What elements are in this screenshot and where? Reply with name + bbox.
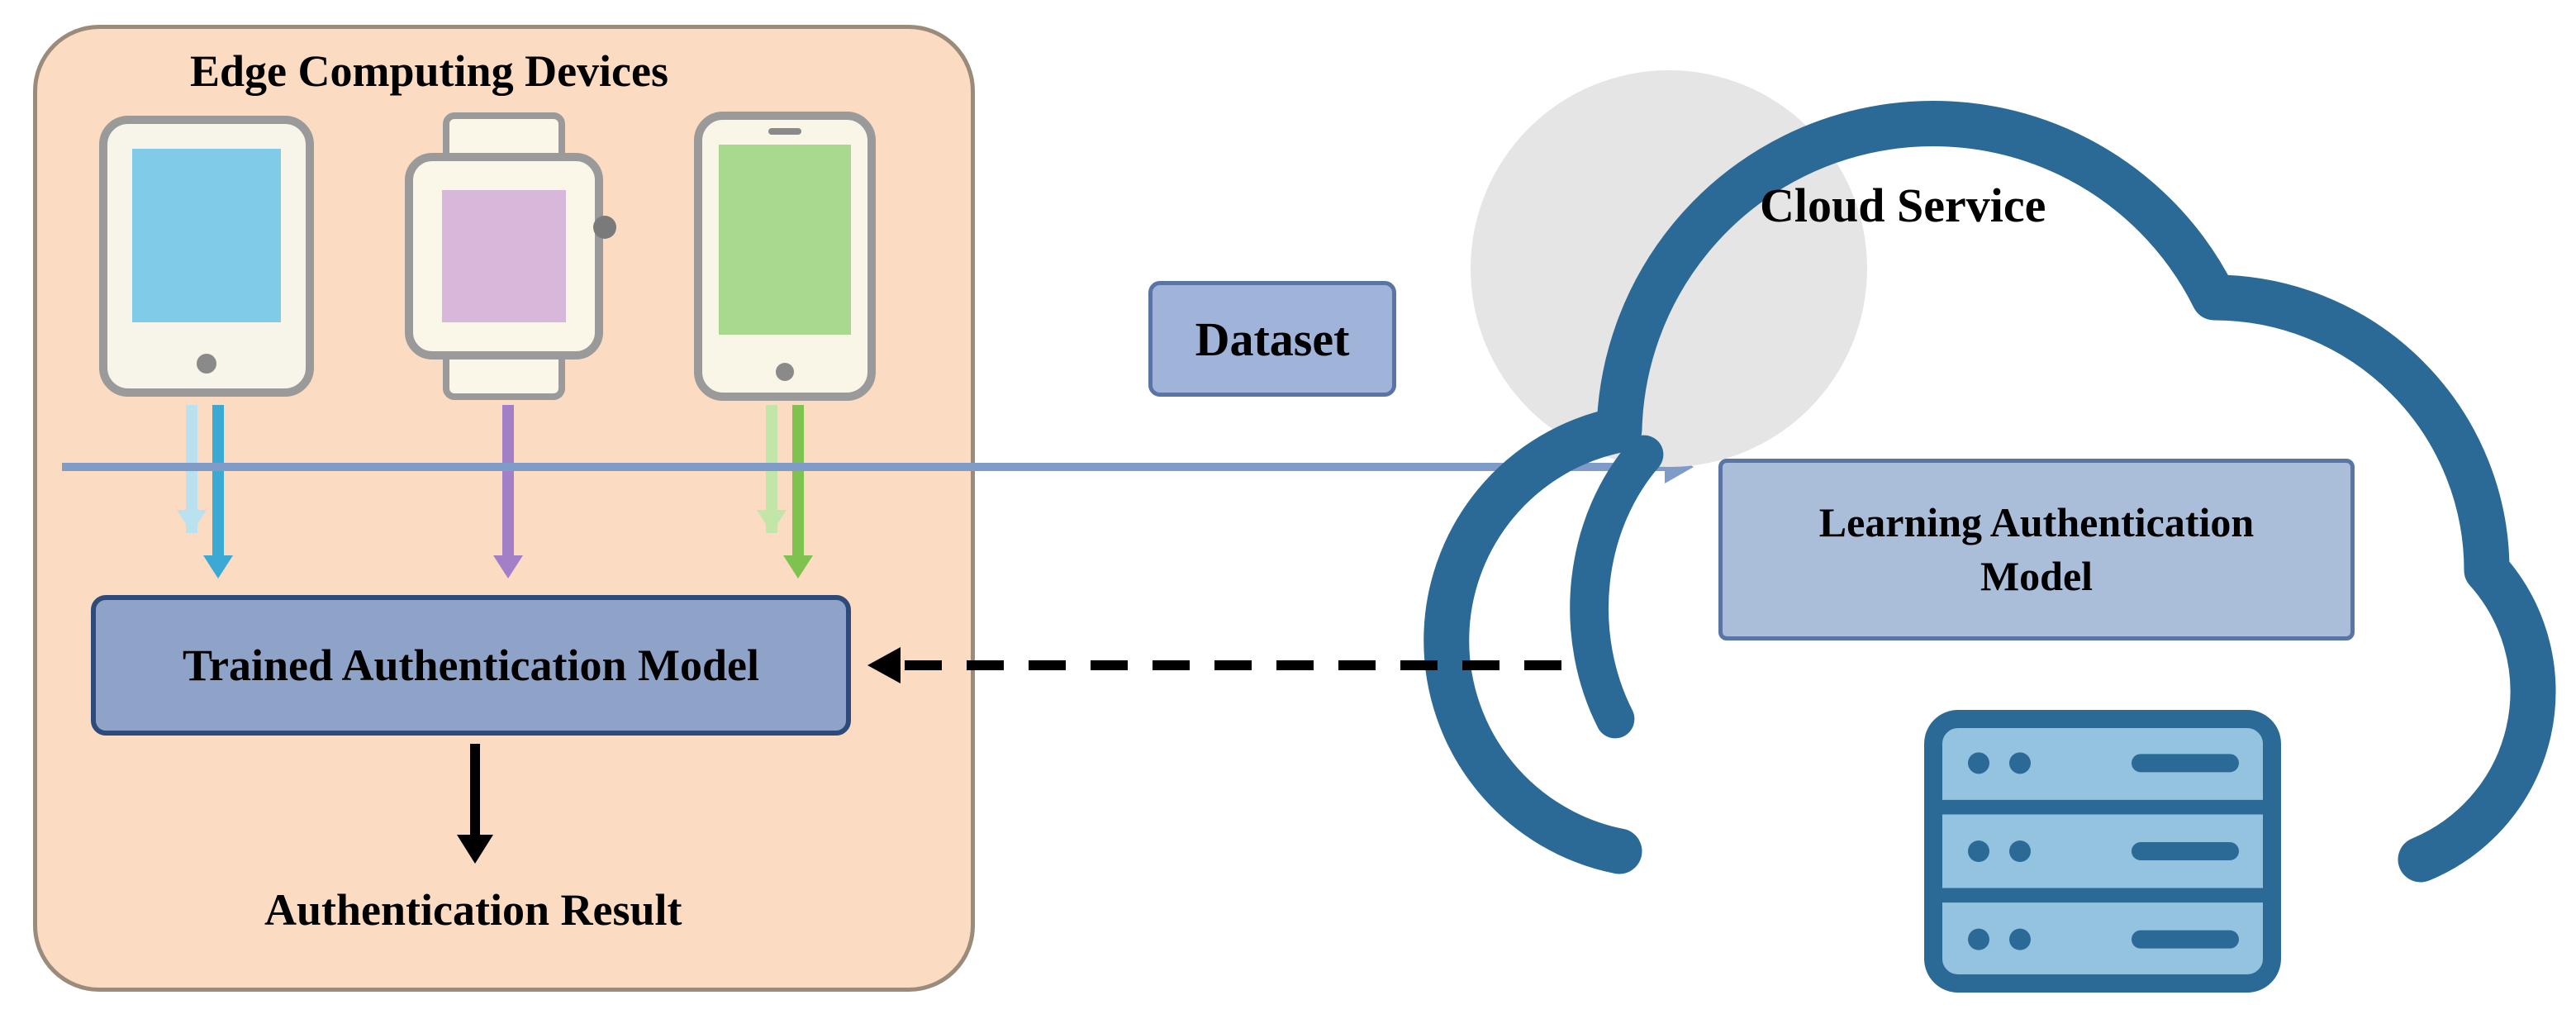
server-icon	[1915, 701, 2290, 1002]
